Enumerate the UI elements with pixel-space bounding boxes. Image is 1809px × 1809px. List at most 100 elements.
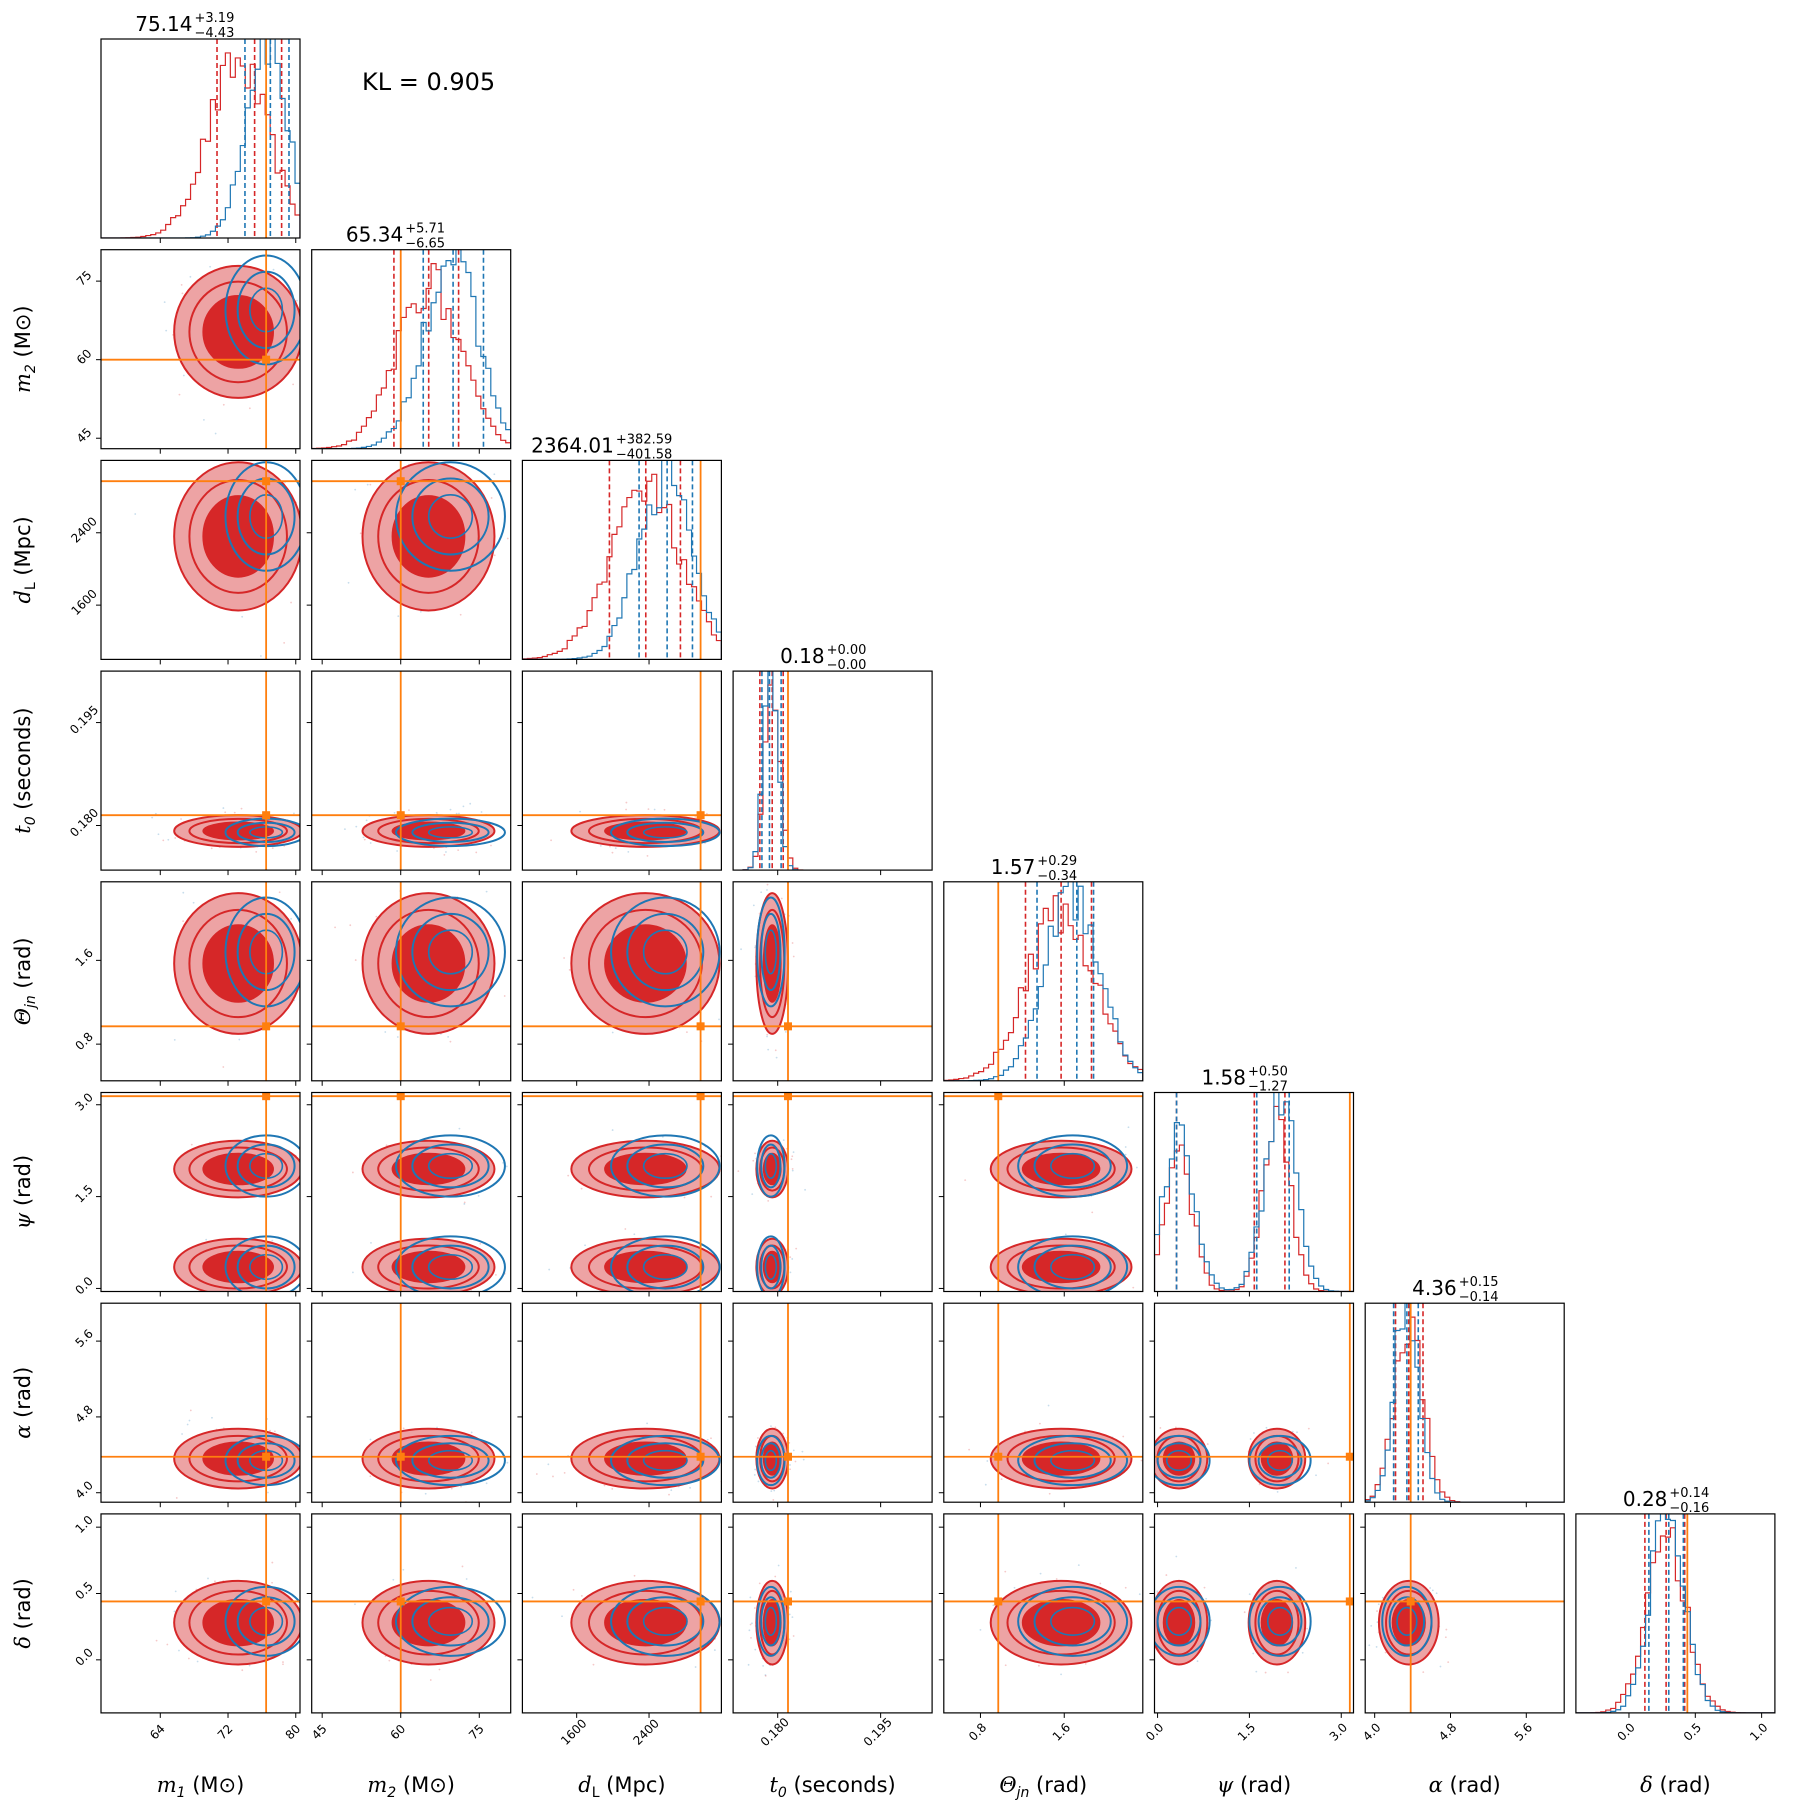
sample-point	[646, 854, 649, 857]
sample-point	[792, 1635, 795, 1637]
sample-point	[579, 810, 581, 813]
blue-contour-mid	[626, 1244, 705, 1290]
sample-point	[396, 1036, 399, 1038]
sample-point	[706, 1438, 709, 1441]
panel-frame	[521, 881, 723, 1082]
sample-point	[561, 1615, 563, 1618]
title-plus: +0.15	[1459, 1275, 1499, 1290]
title-minus: −1.27	[1248, 1080, 1288, 1095]
sample-point	[1287, 1671, 1289, 1674]
sample-point	[319, 974, 321, 976]
sample-point	[1091, 1211, 1094, 1214]
sample-point	[788, 1613, 791, 1616]
x-tick-label: 4.0	[1360, 1720, 1383, 1743]
sample-point	[502, 1161, 504, 1164]
truth-marker	[783, 1597, 792, 1606]
blue-contour-mid	[626, 1596, 705, 1647]
sample-point	[317, 973, 319, 975]
blue-contour-mid	[411, 1442, 490, 1479]
sample-point	[707, 874, 709, 876]
sample-point	[1152, 1488, 1154, 1490]
blue-contour-outer	[610, 1235, 721, 1292]
sample-point	[190, 1143, 193, 1146]
sample-point	[764, 1674, 767, 1676]
panel-frame	[521, 1091, 723, 1293]
sample-point	[1439, 1665, 1442, 1668]
sample-point	[447, 1035, 450, 1038]
sample-point	[760, 891, 763, 894]
sample-point	[192, 901, 195, 904]
blue-contour-inner	[1050, 1253, 1096, 1281]
sample-point	[480, 811, 483, 813]
panel-frame	[1575, 1513, 1776, 1714]
sample-point	[283, 642, 286, 644]
panel-alpha-vs-dL	[517, 1302, 723, 1508]
sample-point	[369, 483, 372, 486]
title-median: 1.58	[1201, 1066, 1246, 1090]
blue-contour-inner	[642, 1152, 688, 1180]
x-tick-label: 5.6	[1512, 1720, 1535, 1743]
panel-frame	[521, 670, 723, 871]
sample-point	[203, 418, 205, 421]
blue-contour-mid	[626, 1143, 705, 1189]
label-unit: (M⊙)	[186, 1773, 245, 1797]
sample-point	[392, 1578, 395, 1581]
sample-point	[1156, 1590, 1159, 1593]
hist-t0: 0.18 +0.00−0.00	[732, 643, 933, 876]
sample-point	[182, 891, 185, 894]
sample-point	[747, 1663, 750, 1666]
sample-point	[296, 299, 298, 302]
hist-title: 0.28 +0.14−0.16	[1623, 1486, 1709, 1516]
sample-point	[166, 1643, 169, 1646]
hist-psi: 1.58 +0.50−1.27	[1153, 1065, 1355, 1297]
truth-marker	[1345, 1597, 1354, 1606]
sample-point	[1099, 1582, 1102, 1585]
blue-contour-mid	[411, 477, 490, 556]
sample-point	[503, 995, 506, 997]
sample-point	[791, 1258, 794, 1260]
sample-point	[477, 1194, 480, 1197]
label-subscript: L	[23, 582, 39, 590]
panel-frame	[1364, 1302, 1565, 1503]
panel-frame	[1364, 1513, 1565, 1714]
sample-point	[660, 1294, 662, 1296]
y-tick-label: 0.8	[72, 1030, 95, 1053]
sample-point	[1296, 1431, 1298, 1434]
sample-point	[713, 1649, 716, 1651]
sample-point	[396, 850, 399, 852]
panel-frame	[732, 1091, 933, 1293]
sample-point	[1305, 1608, 1308, 1611]
sample-point	[757, 1480, 760, 1483]
sample-point	[182, 920, 185, 923]
sample-point	[181, 1433, 183, 1435]
hist-title: 4.36 +0.15−0.14	[1412, 1275, 1498, 1305]
y-axis-label-dL: dL (Mpc)	[11, 516, 39, 603]
sample-point	[758, 1582, 761, 1585]
sample-point	[737, 1170, 740, 1172]
sample-point	[1252, 1652, 1255, 1655]
sample-point	[375, 915, 378, 918]
y-tick-label: 1.6	[72, 946, 95, 969]
sample-point	[490, 844, 492, 847]
sample-point	[567, 1174, 570, 1177]
sample-point	[537, 540, 539, 542]
sample-point	[771, 1294, 773, 1296]
panel-frame	[732, 881, 933, 1082]
sample-point	[438, 1668, 441, 1671]
title-minus: −4.43	[195, 26, 235, 41]
blue-contour-outer	[1154, 1585, 1211, 1657]
sample-point	[795, 1247, 798, 1250]
sample-point	[1039, 1422, 1041, 1425]
blue-contour-mid	[1257, 1442, 1303, 1479]
panel-frame	[521, 1302, 723, 1503]
sample-point	[1206, 1443, 1209, 1445]
sample-point	[479, 1242, 482, 1245]
blue-contour-outer	[1248, 1434, 1312, 1487]
label-symbol: t	[11, 825, 35, 834]
panel-frame	[311, 670, 512, 871]
sample-point	[455, 812, 458, 815]
sample-point	[460, 1485, 462, 1488]
red-contour-mid	[377, 478, 480, 594]
panel-psi-vs-m2	[306, 1091, 512, 1297]
sample-point	[968, 1448, 970, 1451]
